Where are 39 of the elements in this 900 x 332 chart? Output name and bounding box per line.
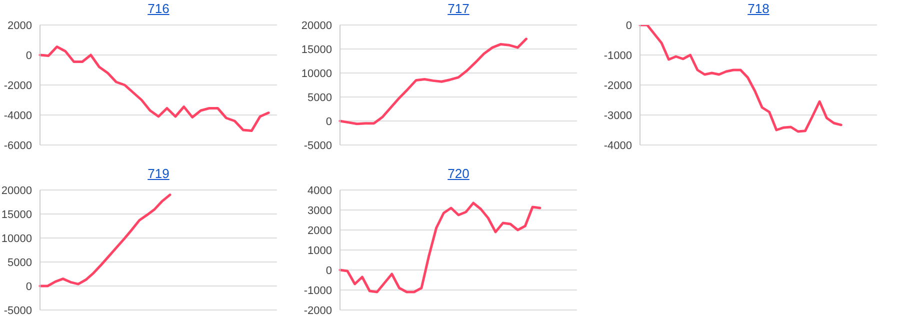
y-tick-label: -3000 [604, 110, 632, 122]
y-tick-label: 2000 [308, 224, 332, 237]
y-tick-label: 0 [26, 280, 32, 293]
chart-title: 719 [146, 166, 170, 181]
y-tick-label: -2000 [304, 304, 332, 317]
chart-title: 720 [446, 166, 470, 181]
chart-title: 716 [146, 1, 170, 16]
y-tick-label: -4000 [604, 140, 632, 152]
y-tick-label: 3000 [308, 204, 332, 217]
y-tick-label: -2000 [4, 80, 32, 92]
y-tick-label: 15000 [1, 208, 32, 221]
chart-title: 717 [446, 1, 470, 16]
y-tick-label: 5000 [308, 92, 332, 104]
chart-title: 718 [746, 1, 770, 16]
y-tick-label: -4000 [4, 110, 32, 122]
y-tick-label: -5000 [4, 304, 32, 317]
y-tick-label: 2000 [8, 20, 32, 32]
y-tick-label: -5000 [304, 140, 332, 152]
y-tick-label: 0 [326, 264, 332, 277]
line-series [38, 194, 172, 288]
y-tick-label: 15000 [301, 44, 332, 56]
line-series [638, 25, 842, 133]
y-tick-label: -6000 [4, 140, 32, 152]
y-tick-label: -1000 [604, 50, 632, 62]
y-tick-label: 0 [26, 50, 32, 62]
y-tick-label: 0 [326, 116, 332, 128]
y-tick-label: 20000 [301, 20, 332, 32]
y-tick-label: -2000 [604, 80, 632, 92]
line-series [38, 46, 270, 132]
y-tick-label: 5000 [8, 256, 32, 269]
y-tick-label: 10000 [1, 232, 32, 245]
y-tick-label: 10000 [301, 68, 332, 80]
y-tick-label: -1000 [304, 284, 332, 297]
y-tick-label: 0 [626, 20, 632, 32]
line-series [338, 202, 542, 294]
y-tick-label: 1000 [308, 244, 332, 257]
y-tick-label: 4000 [308, 184, 332, 197]
y-tick-label: 20000 [1, 184, 32, 197]
line-series [338, 38, 528, 126]
